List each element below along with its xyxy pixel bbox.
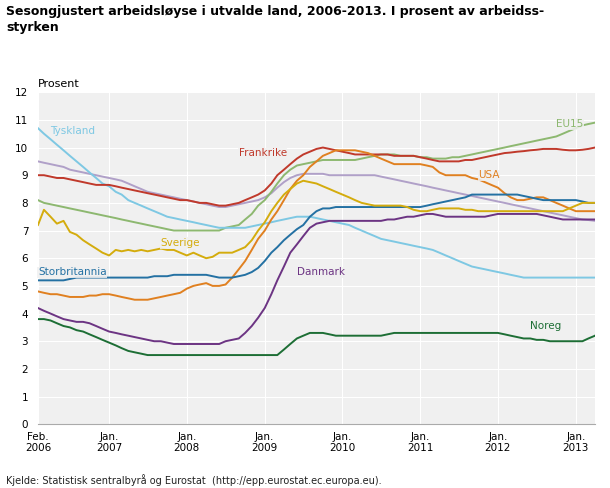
Text: Tyskland: Tyskland xyxy=(51,126,96,136)
Text: Storbritannia: Storbritannia xyxy=(38,267,107,277)
Text: Danmark: Danmark xyxy=(297,267,345,277)
Text: Frankrike: Frankrike xyxy=(239,148,287,158)
Text: Sesongjustert arbeidsløyse i utvalde land, 2006-2013. I prosent av arbeidss-
sty: Sesongjustert arbeidsløyse i utvalde lan… xyxy=(6,5,544,34)
Text: Kjelde: Statistisk sentralbyrå og Eurostat  (http://epp.eurostat.ec.europa.eu).: Kjelde: Statistisk sentralbyrå og Eurost… xyxy=(6,474,382,486)
Text: Prosent: Prosent xyxy=(38,79,80,89)
Text: EU15: EU15 xyxy=(556,119,584,129)
Text: Sverige: Sverige xyxy=(161,238,200,248)
Text: USA: USA xyxy=(478,170,500,180)
Text: Noreg: Noreg xyxy=(530,321,562,331)
